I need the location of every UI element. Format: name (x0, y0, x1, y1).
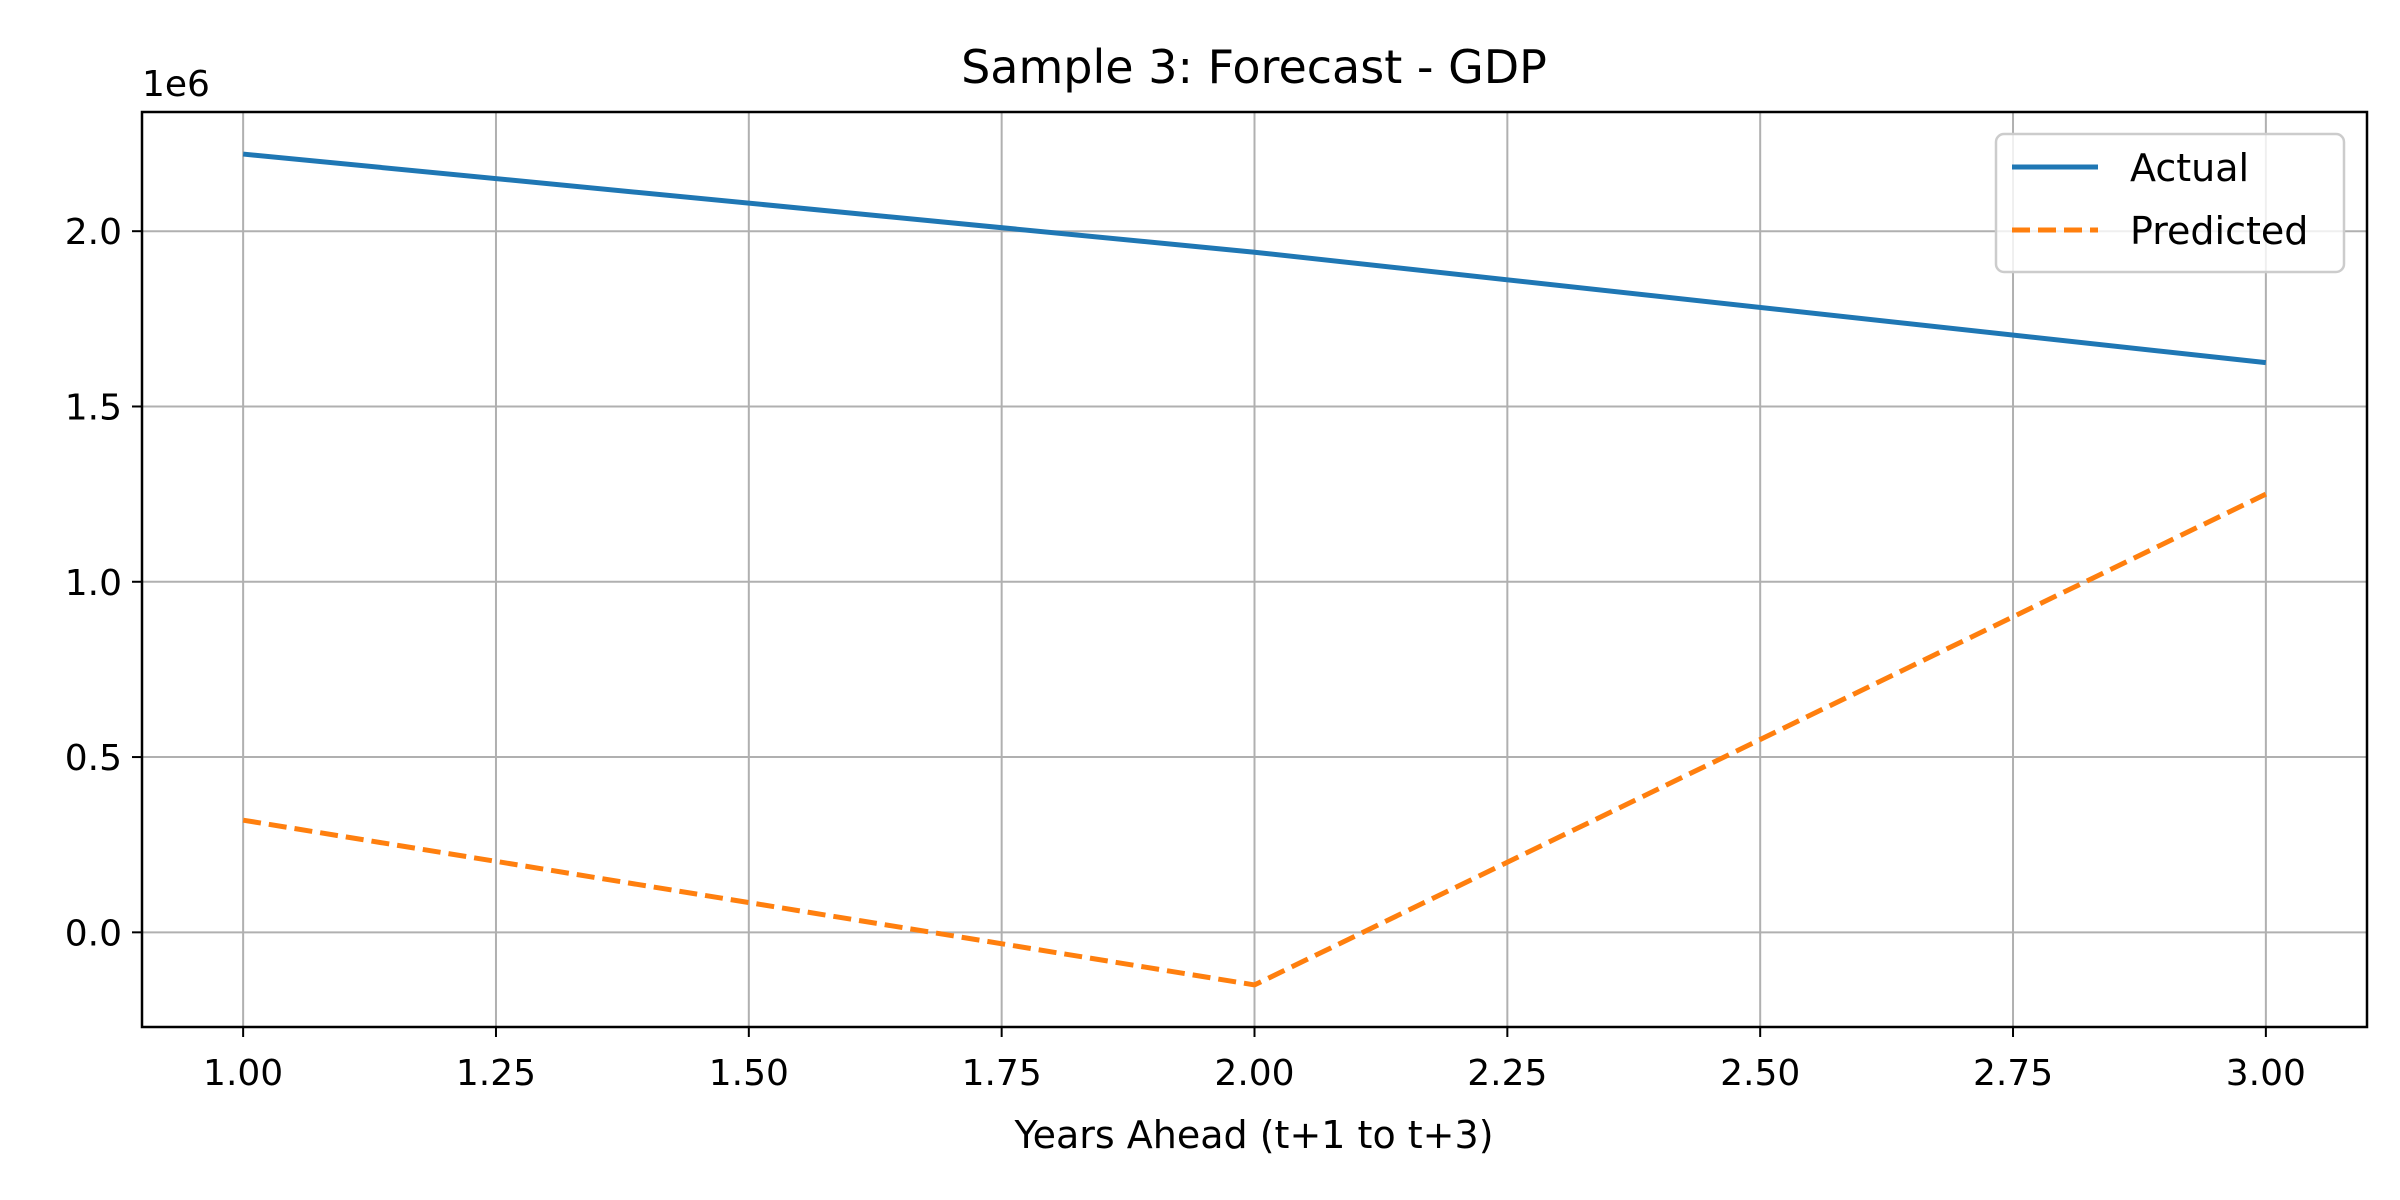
series-lines (242, 151, 2267, 988)
y-tick-label: 0.0 (65, 913, 122, 954)
chart-title: Sample 3: Forecast - GDP (961, 40, 1547, 94)
y-tick-label: 1.0 (65, 563, 122, 604)
axis-ticks: 1.00 1.25 1.50 1.75 2.00 2.25 2.50 2.75 3.00 0.0 0… (65, 212, 2306, 1094)
x-axis-label: Years Ahead (t+1 to t+3) (1013, 1113, 1493, 1157)
x-tick-label: 2.25 (1467, 1053, 1547, 1094)
y-tick-label: 0.5 (65, 738, 122, 779)
series-line-actual (242, 151, 2267, 366)
y-tick-label: 1.5 (65, 387, 122, 428)
x-tick-label: 1.75 (962, 1053, 1042, 1094)
x-tick-label: 2.00 (1214, 1053, 1294, 1094)
x-tick-label: 2.50 (1720, 1053, 1800, 1094)
x-tick-label: 1.50 (709, 1053, 789, 1094)
y-tick-label: 2.0 (65, 212, 122, 253)
series-line-predicted (242, 491, 2267, 988)
x-tick-label: 2.75 (1973, 1053, 2053, 1094)
x-tick-label: 1.00 (203, 1053, 283, 1094)
x-tick-label: 1.25 (456, 1053, 536, 1094)
legend-label-predicted: Predicted (2130, 209, 2308, 253)
x-tick-label: 3.00 (2226, 1053, 2306, 1094)
legend-label-actual: Actual (2130, 146, 2249, 190)
legend: Actual Predicted (1994, 132, 2346, 274)
y-axis-offset-label: 1e6 (142, 64, 210, 105)
